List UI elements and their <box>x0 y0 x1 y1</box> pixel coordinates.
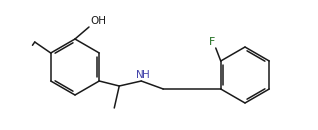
Text: N: N <box>136 70 144 80</box>
Text: H: H <box>142 70 150 80</box>
Text: OH: OH <box>90 16 106 26</box>
Text: F: F <box>209 37 215 47</box>
